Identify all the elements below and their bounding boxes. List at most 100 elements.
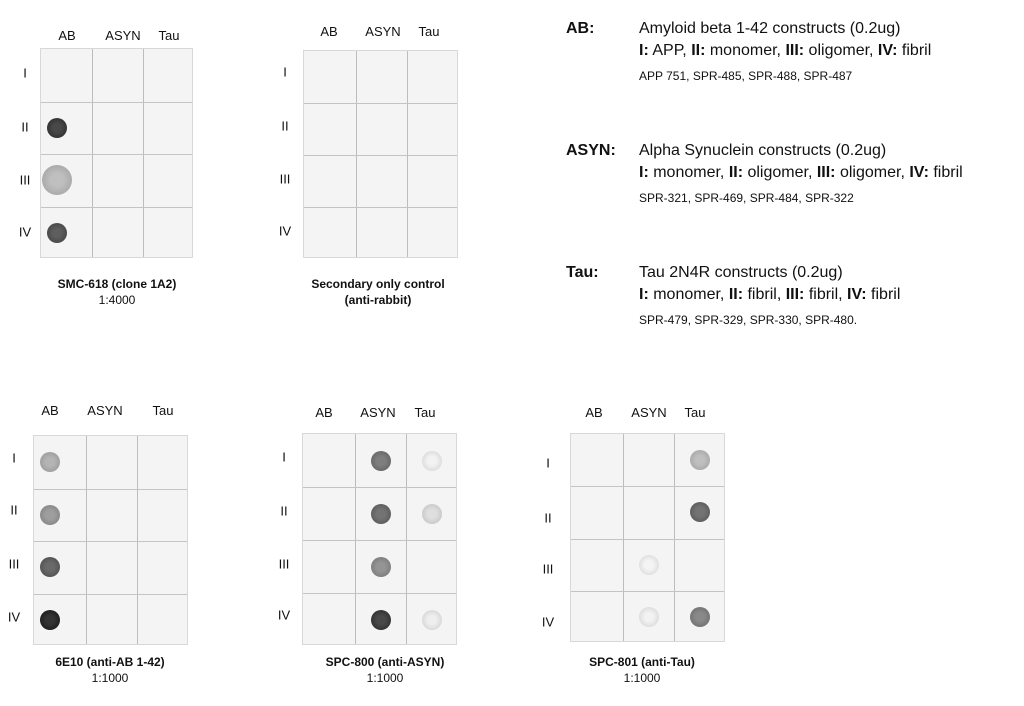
grid-line bbox=[41, 206, 192, 208]
column-label: ASYN bbox=[87, 403, 123, 418]
grid-line bbox=[143, 49, 144, 257]
grid-line bbox=[571, 486, 724, 488]
blot-dot bbox=[46, 117, 67, 138]
legend-product-ids: APP 751, SPR-485, SPR-488, SPR-487 bbox=[639, 69, 853, 83]
legend-description: Tau 2N4R constructs (0.2ug) bbox=[639, 264, 843, 281]
row-label: IV bbox=[277, 607, 291, 623]
blot-dot bbox=[422, 450, 443, 471]
dot-blot-membrane bbox=[33, 435, 188, 645]
grid-line bbox=[622, 434, 624, 641]
condition-key: II: bbox=[728, 164, 744, 181]
legend-description: Amyloid beta 1-42 constructs (0.2ug) bbox=[639, 20, 901, 37]
dilution-label: 1:4000 bbox=[98, 293, 136, 307]
row-label: I bbox=[23, 65, 27, 81]
grid-line bbox=[34, 541, 187, 542]
condition-value: fibril bbox=[866, 286, 901, 303]
row-label: II bbox=[10, 502, 18, 518]
row-label: III bbox=[279, 171, 291, 187]
legend-product-ids: SPR-321, SPR-469, SPR-484, SPR-322 bbox=[639, 191, 854, 205]
blot-dot bbox=[690, 502, 711, 523]
grid-line bbox=[304, 155, 457, 156]
legend-product-ids: SPR-479, SPR-329, SPR-330, SPR-480. bbox=[639, 313, 858, 327]
blot-title: SPC-801 (anti-Tau) bbox=[589, 655, 695, 669]
column-label: Tau bbox=[414, 405, 436, 420]
grid-line bbox=[304, 103, 457, 104]
row-label: IV bbox=[18, 224, 32, 240]
grid-line bbox=[92, 49, 93, 257]
column-label: Tau bbox=[418, 24, 440, 39]
column-label: Tau bbox=[152, 403, 174, 418]
blot-dot bbox=[46, 222, 67, 243]
blot-caption: 6E10 (anti-AB 1-42) 1:1000 bbox=[55, 654, 164, 686]
condition-value: monomer, bbox=[648, 164, 729, 181]
grid-line bbox=[674, 434, 676, 641]
dot-blot-membrane bbox=[570, 433, 725, 642]
row-label: I bbox=[282, 449, 286, 465]
blot-title: 6E10 (anti-AB 1-42) bbox=[55, 655, 165, 669]
dot-blot-membrane bbox=[303, 50, 458, 258]
column-label: Tau bbox=[684, 405, 706, 420]
row-label: III bbox=[542, 561, 554, 577]
column-label: AB bbox=[320, 24, 338, 39]
blot-title-line2: (anti-rabbit) bbox=[344, 293, 412, 307]
dilution-label: 1:1000 bbox=[366, 671, 404, 685]
condition-key: III: bbox=[785, 286, 805, 303]
blot-dot bbox=[690, 606, 711, 627]
row-label: I bbox=[546, 455, 550, 471]
blot-dot bbox=[39, 557, 60, 578]
legend-conditions: I: monomer, II: fibril, III: fibril, IV:… bbox=[639, 286, 900, 304]
grid-line bbox=[407, 51, 409, 257]
grid-line bbox=[41, 154, 192, 155]
grid-line bbox=[303, 487, 456, 488]
legend-key: AB: bbox=[566, 20, 595, 37]
condition-value: oligomer, bbox=[835, 164, 910, 181]
condition-value: APP, bbox=[648, 42, 692, 59]
row-label: II bbox=[21, 119, 29, 135]
grid-line bbox=[137, 436, 139, 644]
blot-dot bbox=[370, 556, 391, 577]
column-label: AB bbox=[41, 403, 59, 418]
condition-key: II: bbox=[691, 42, 706, 59]
blot-dot bbox=[422, 503, 443, 524]
grid-line bbox=[354, 434, 356, 644]
row-label: IV bbox=[541, 614, 555, 630]
row-label: III bbox=[19, 172, 31, 188]
grid-line bbox=[406, 434, 408, 644]
blot-dot bbox=[370, 503, 391, 524]
blot-caption: Secondary only control (anti-rabbit) bbox=[311, 276, 444, 308]
blot-dot bbox=[638, 606, 659, 627]
condition-value: monomer, bbox=[705, 42, 786, 59]
column-label: Tau bbox=[158, 28, 180, 43]
grid-line bbox=[41, 101, 192, 103]
condition-value: fibril bbox=[928, 164, 963, 181]
legend-conditions: I: APP, II: monomer, III: oligomer, IV: … bbox=[639, 42, 931, 60]
condition-value: fibril bbox=[897, 42, 932, 59]
column-label: ASYN bbox=[631, 405, 667, 420]
row-label: IV bbox=[7, 609, 21, 625]
row-label: IV bbox=[278, 223, 292, 239]
blot-dot bbox=[638, 554, 659, 575]
row-label: III bbox=[8, 556, 20, 572]
condition-key: I: bbox=[639, 42, 649, 59]
blot-dot bbox=[39, 452, 60, 473]
blot-title: SPC-800 (anti-ASYN) bbox=[325, 655, 445, 669]
dot-blot-membrane bbox=[40, 48, 193, 258]
row-label: I bbox=[12, 450, 16, 466]
dilution-label: 1:1000 bbox=[91, 671, 129, 685]
grid-line bbox=[303, 593, 456, 594]
grid-line bbox=[304, 207, 457, 208]
dot-blot-membrane bbox=[302, 433, 457, 645]
column-label: ASYN bbox=[360, 405, 396, 420]
blot-caption: SPC-801 (anti-Tau) 1:1000 bbox=[589, 654, 695, 686]
column-label: AB bbox=[585, 405, 603, 420]
row-label: II bbox=[544, 510, 552, 526]
blot-title: Secondary only control bbox=[311, 277, 445, 291]
blot-title: SMC-618 (clone 1A2) bbox=[57, 277, 177, 291]
condition-key: I: bbox=[639, 164, 649, 181]
grid-line bbox=[34, 593, 187, 595]
condition-value: oligomer, bbox=[743, 164, 817, 181]
blot-dot bbox=[370, 450, 391, 471]
row-label: II bbox=[280, 503, 288, 519]
grid-line bbox=[571, 590, 724, 592]
legend-key: Tau: bbox=[566, 264, 599, 281]
